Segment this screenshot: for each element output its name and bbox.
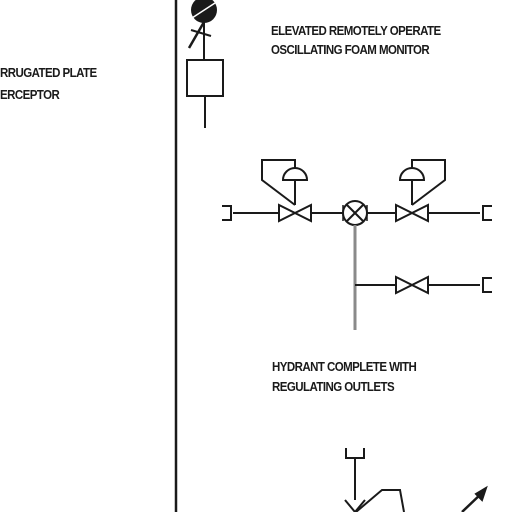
branch-blind-end bbox=[482, 277, 492, 293]
hydrant-label-line1: HYDRANT COMPLETE WITH bbox=[272, 360, 417, 374]
interceptor-label-line1: RRUGATED PLATE bbox=[0, 66, 97, 80]
left-blind-end bbox=[222, 205, 232, 221]
monitor-base-box bbox=[186, 59, 224, 97]
right-control-valve-icon bbox=[395, 159, 446, 223]
bottom-partial-symbol bbox=[344, 448, 488, 512]
hydrant-manifold-symbol bbox=[222, 159, 492, 330]
right-blind-end bbox=[482, 205, 492, 221]
foam-monitor-label-line1: ELEVATED REMOTELY OPERATE bbox=[271, 24, 441, 38]
interceptor-label-line2: ERCEPTOR bbox=[0, 88, 60, 102]
hydrant-label-line2: REGULATING OUTLETS bbox=[272, 380, 395, 394]
branch-gate-valve-icon bbox=[395, 275, 429, 295]
foam-monitor-label-line2: OSCILLATING FOAM MONITOR bbox=[271, 43, 430, 57]
foam-monitor-symbol bbox=[186, 0, 224, 128]
left-control-valve-icon bbox=[261, 159, 312, 223]
